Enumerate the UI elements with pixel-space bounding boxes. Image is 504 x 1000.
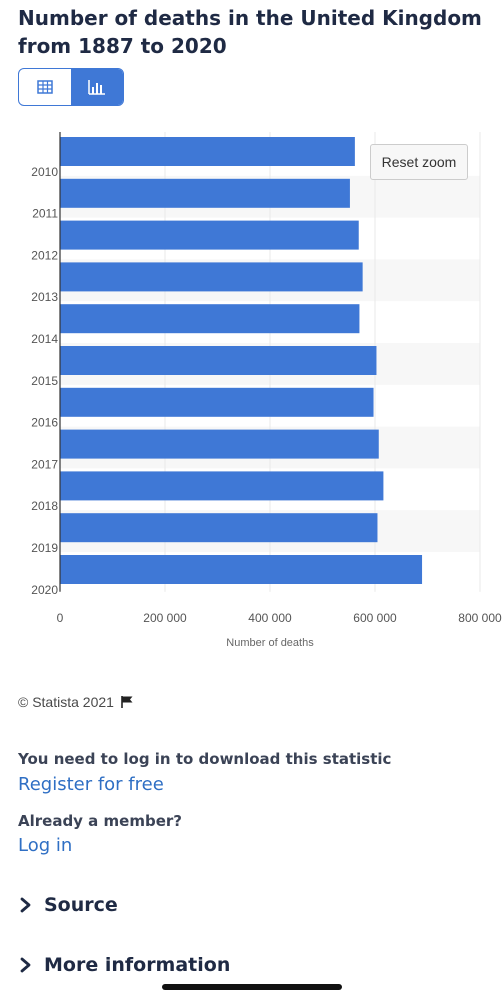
source-section[interactable]: Source: [20, 894, 118, 916]
x-tick-label: 800 000: [458, 611, 502, 625]
category-label-2019: 2019: [31, 541, 58, 555]
more-information-section[interactable]: More information: [20, 954, 230, 976]
category-label-2020: 2020: [31, 583, 58, 597]
reset-zoom-button[interactable]: Reset zoom: [370, 144, 468, 180]
member-note: Already a member?: [18, 812, 182, 830]
category-label-2011: 2011: [32, 207, 58, 221]
page-title: Number of deaths in the United Kingdom f…: [18, 6, 482, 58]
category-label-2012: 2012: [31, 248, 58, 262]
source-label: Source: [44, 894, 118, 916]
copyright-text: © Statista 2021: [18, 694, 114, 710]
category-label-2010: 2010: [31, 165, 58, 179]
register-link[interactable]: Register for free: [18, 774, 164, 795]
bar-chart-icon: [88, 80, 105, 95]
bar-2010: [60, 137, 355, 166]
bar-chart: 2010 2011 2012 2013 2014 2015 2016 2017 2018 2019…: [31, 132, 502, 649]
bar-2016: [60, 387, 374, 417]
bar-2012: [60, 220, 359, 250]
table-icon: [37, 80, 53, 94]
chevron-right-icon: [20, 957, 31, 973]
login-required-note: You need to log in to download this stat…: [18, 750, 392, 768]
more-information-label: More information: [44, 954, 231, 976]
category-label-2017: 2017: [31, 457, 58, 471]
x-tick-label: 200 000: [143, 611, 187, 625]
flag-icon[interactable]: [120, 695, 134, 709]
bar-2017: [60, 429, 379, 459]
category-label-2018: 2018: [31, 499, 58, 513]
bar-2015: [60, 346, 377, 375]
home-indicator: [162, 984, 342, 990]
x-axis-label: Number of deaths: [226, 637, 314, 649]
category-label-2013: 2013: [31, 290, 58, 304]
bar-2011: [60, 178, 350, 208]
table-view-button[interactable]: [19, 69, 71, 105]
category-label-2014: 2014: [31, 332, 58, 346]
view-toggle: [18, 68, 124, 106]
login-link[interactable]: Log in: [18, 835, 73, 856]
x-tick-label: 0: [57, 611, 64, 625]
bar-2014: [60, 304, 360, 334]
chart-view-button[interactable]: [71, 69, 123, 105]
chevron-right-icon: [20, 897, 31, 913]
bar-2019: [60, 513, 378, 543]
x-tick-label: 400 000: [248, 611, 292, 625]
bar-2020: [60, 555, 423, 584]
category-label-2016: 2016: [31, 416, 58, 430]
category-label-2015: 2015: [31, 374, 58, 388]
bar-2018: [60, 471, 384, 501]
copyright-notice: © Statista 2021: [18, 694, 134, 710]
bar-2013: [60, 262, 363, 292]
x-tick-label: 600 000: [353, 611, 397, 625]
